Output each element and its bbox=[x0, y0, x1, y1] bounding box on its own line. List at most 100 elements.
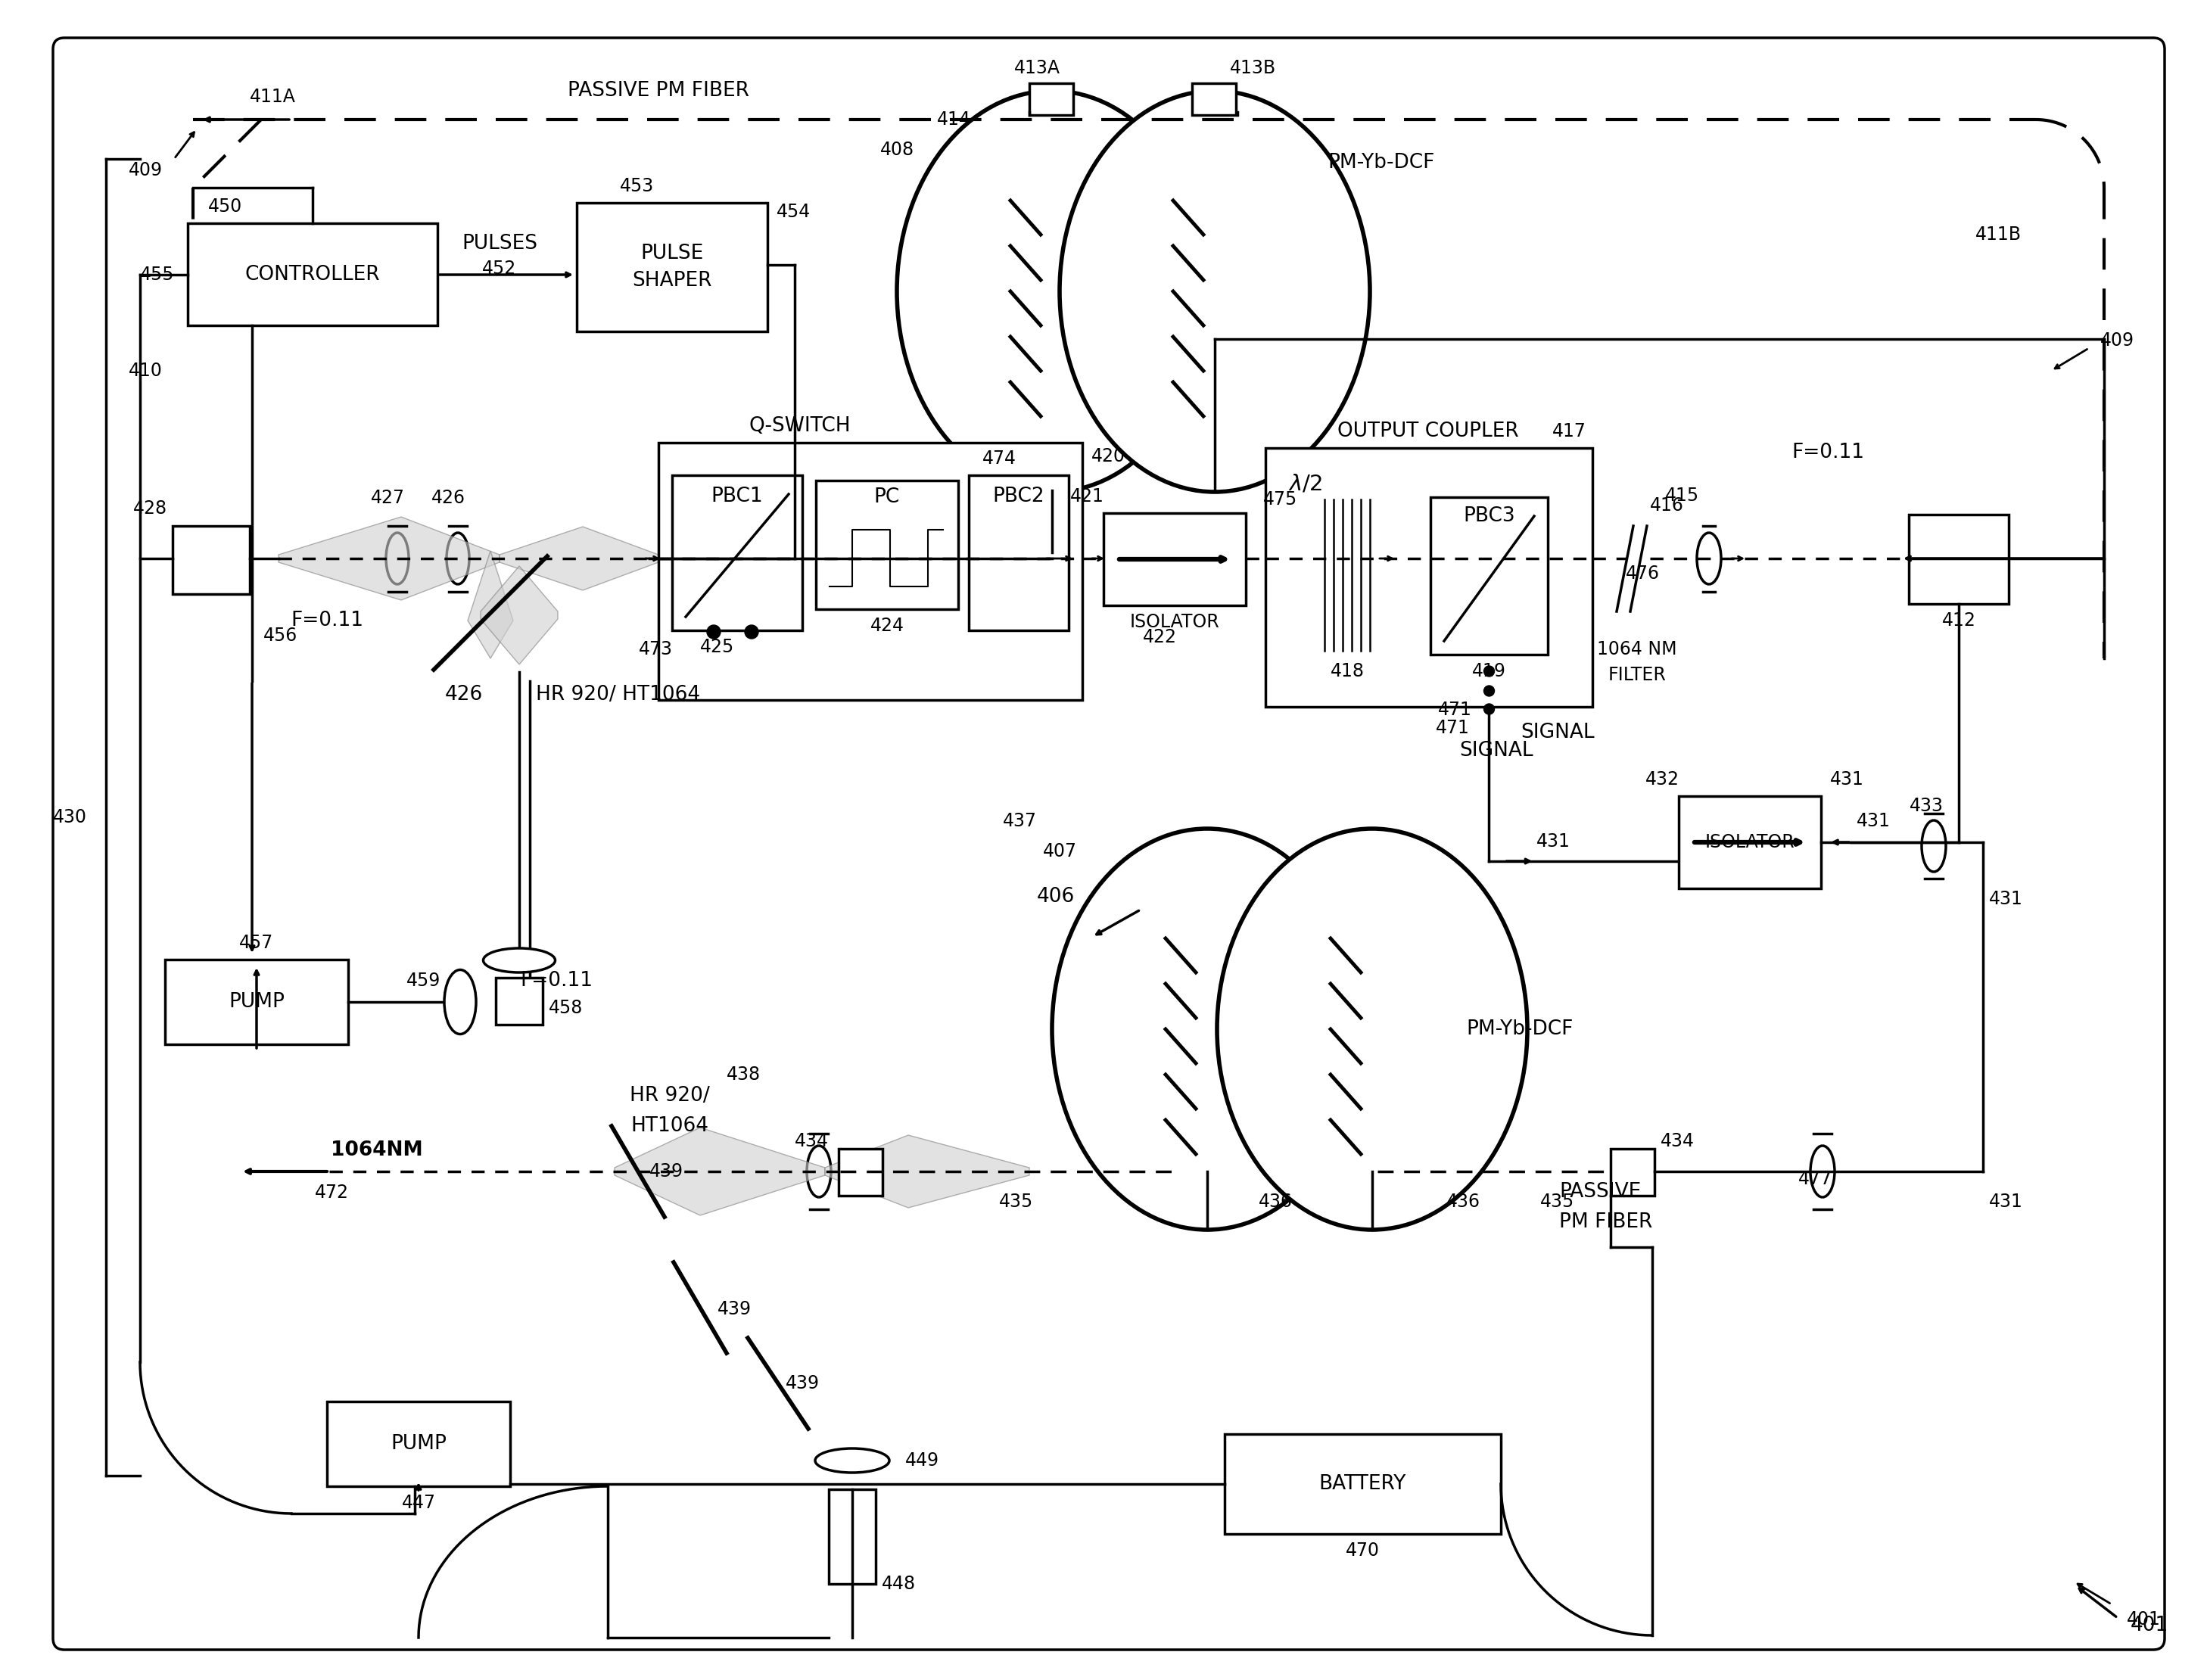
FancyBboxPatch shape bbox=[53, 39, 2165, 1650]
Polygon shape bbox=[499, 528, 658, 590]
Text: 416: 416 bbox=[1651, 496, 1684, 514]
Text: 476: 476 bbox=[1627, 564, 1660, 583]
Bar bbox=[1028, 84, 1073, 114]
Circle shape bbox=[1483, 704, 1494, 714]
Text: PC: PC bbox=[874, 487, 900, 507]
Text: ISOLATOR: ISOLATOR bbox=[1706, 833, 1794, 852]
Ellipse shape bbox=[444, 969, 477, 1035]
Text: HR 920/: HR 920/ bbox=[629, 1085, 711, 1105]
Text: 431: 431 bbox=[1989, 890, 2024, 909]
Text: 433: 433 bbox=[1909, 796, 1942, 815]
Text: 455: 455 bbox=[139, 265, 174, 284]
Text: 428: 428 bbox=[132, 499, 168, 517]
Text: 459: 459 bbox=[406, 971, 441, 990]
Text: ISOLATOR: ISOLATOR bbox=[1130, 613, 1220, 632]
Text: 434: 434 bbox=[1660, 1132, 1695, 1151]
Ellipse shape bbox=[483, 948, 556, 973]
Text: PBC1: PBC1 bbox=[711, 487, 764, 506]
Text: 474: 474 bbox=[982, 450, 1015, 467]
Text: 470: 470 bbox=[1346, 1542, 1379, 1559]
Text: SIGNAL: SIGNAL bbox=[1459, 741, 1534, 761]
Text: 431: 431 bbox=[1856, 811, 1889, 830]
Text: 430: 430 bbox=[53, 808, 86, 827]
Text: 426: 426 bbox=[430, 489, 466, 507]
Bar bbox=[1909, 514, 2008, 603]
Text: PASSIVE PM FIBER: PASSIVE PM FIBER bbox=[567, 81, 750, 101]
Circle shape bbox=[744, 625, 759, 638]
Bar bbox=[673, 475, 803, 630]
Text: PBC2: PBC2 bbox=[993, 487, 1044, 506]
Text: 407: 407 bbox=[1042, 842, 1077, 860]
Text: 421: 421 bbox=[1070, 487, 1104, 506]
Text: HT1064: HT1064 bbox=[631, 1116, 708, 1136]
Bar bbox=[1192, 84, 1236, 114]
Bar bbox=[172, 526, 249, 595]
Text: 417: 417 bbox=[1552, 422, 1587, 440]
Text: 1064 NM: 1064 NM bbox=[1598, 640, 1677, 659]
Text: SHAPER: SHAPER bbox=[631, 270, 713, 291]
Polygon shape bbox=[278, 517, 499, 600]
Text: PM FIBER: PM FIBER bbox=[1558, 1213, 1653, 1231]
Polygon shape bbox=[468, 551, 514, 659]
Bar bbox=[1611, 1149, 1655, 1196]
Text: $\lambda$/2: $\lambda$/2 bbox=[1289, 474, 1322, 496]
Text: HR 920/ HT1064: HR 920/ HT1064 bbox=[536, 685, 700, 704]
Text: 472: 472 bbox=[313, 1184, 349, 1201]
Bar bbox=[839, 1149, 883, 1196]
Text: 412: 412 bbox=[1942, 612, 1975, 630]
Text: 413A: 413A bbox=[1013, 59, 1059, 77]
Text: 438: 438 bbox=[726, 1065, 761, 1084]
Text: PULSE: PULSE bbox=[640, 244, 704, 264]
Text: 418: 418 bbox=[1331, 662, 1364, 680]
Text: 450: 450 bbox=[207, 198, 243, 215]
Text: BATTERY: BATTERY bbox=[1320, 1473, 1406, 1494]
Text: 414: 414 bbox=[936, 111, 971, 129]
Polygon shape bbox=[825, 1136, 1028, 1208]
Bar bbox=[497, 978, 543, 1025]
Ellipse shape bbox=[1053, 828, 1362, 1230]
Text: 431: 431 bbox=[1536, 832, 1569, 850]
Text: 439: 439 bbox=[786, 1374, 819, 1393]
Text: 454: 454 bbox=[777, 203, 810, 222]
Text: 473: 473 bbox=[638, 640, 673, 659]
Bar bbox=[188, 223, 437, 326]
Ellipse shape bbox=[1059, 91, 1371, 492]
Bar bbox=[576, 203, 768, 331]
Text: 432: 432 bbox=[1644, 771, 1680, 788]
Text: 477: 477 bbox=[1799, 1169, 1832, 1188]
Bar bbox=[1265, 449, 1593, 707]
Text: 436: 436 bbox=[1258, 1193, 1293, 1211]
Text: F=0.11: F=0.11 bbox=[1792, 444, 1865, 462]
Text: 435: 435 bbox=[1540, 1193, 1576, 1211]
Text: 471: 471 bbox=[1437, 719, 1470, 738]
Text: 458: 458 bbox=[550, 1000, 583, 1016]
Text: 409: 409 bbox=[2101, 331, 2134, 349]
Text: 420: 420 bbox=[1092, 447, 1126, 465]
Text: Q-SWITCH: Q-SWITCH bbox=[750, 417, 852, 435]
Text: PUMP: PUMP bbox=[230, 993, 285, 1011]
Text: 434: 434 bbox=[795, 1132, 830, 1151]
Bar bbox=[969, 475, 1068, 630]
Text: 457: 457 bbox=[238, 934, 274, 953]
Text: 408: 408 bbox=[881, 141, 914, 160]
Text: 431: 431 bbox=[1830, 771, 1865, 788]
Text: PM-Yb-DCF: PM-Yb-DCF bbox=[1465, 1020, 1574, 1038]
Text: 452: 452 bbox=[483, 260, 516, 277]
Ellipse shape bbox=[814, 1448, 889, 1473]
Text: PULSES: PULSES bbox=[461, 234, 536, 254]
Text: 406: 406 bbox=[1037, 887, 1075, 907]
Text: 448: 448 bbox=[883, 1574, 916, 1593]
Bar bbox=[658, 444, 1081, 701]
Circle shape bbox=[706, 625, 719, 638]
Text: 413B: 413B bbox=[1229, 59, 1276, 77]
Bar bbox=[1225, 1435, 1501, 1534]
Polygon shape bbox=[481, 566, 558, 664]
Ellipse shape bbox=[896, 91, 1207, 492]
Text: 425: 425 bbox=[700, 638, 735, 657]
Text: 422: 422 bbox=[1143, 628, 1176, 647]
Ellipse shape bbox=[1216, 828, 1527, 1230]
Text: 427: 427 bbox=[371, 489, 404, 507]
Bar bbox=[817, 480, 958, 610]
Text: F=0.11: F=0.11 bbox=[521, 971, 594, 991]
Text: SIGNAL: SIGNAL bbox=[1521, 722, 1596, 743]
